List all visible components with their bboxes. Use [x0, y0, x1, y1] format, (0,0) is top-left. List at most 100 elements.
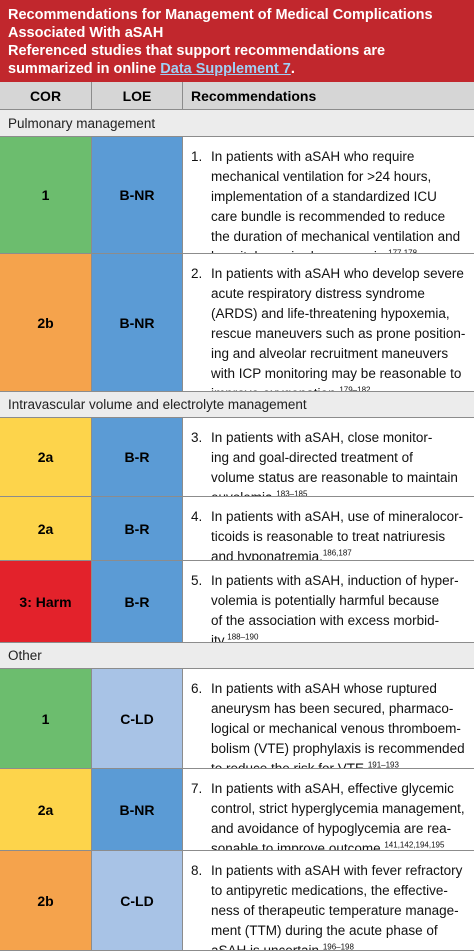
cor-cell: 2b [0, 851, 92, 950]
loe-cell: B-R [92, 418, 183, 496]
recommendation-number: 7. [191, 781, 203, 796]
section-title: Pulmonary management [0, 110, 474, 137]
title: Recommendations for Management of Medica… [8, 7, 433, 41]
reference: 179–182 [339, 385, 371, 391]
recommendation-text: In patients with aSAH, close monitor-ing… [211, 428, 458, 496]
recommendation-cell: 7. In patients with aSAH, effective glyce… [183, 769, 474, 850]
column-title: LOE [92, 82, 183, 109]
text-line: with ICP monitoring may be reasonable to [211, 366, 462, 381]
cor-cell: 1 [0, 137, 92, 253]
text-line: In patients with aSAH, use of mineraloco… [211, 509, 464, 524]
cor-cell: 1 [0, 669, 92, 768]
text-line: hospital-acquired pneumonia.177,178 [211, 247, 460, 253]
text-line-body: improve oxygenation. [211, 386, 339, 391]
text-line: and hyponatremia.186,187 [211, 547, 463, 560]
recommendation-number: 4. [191, 509, 203, 524]
text-line: the duration of mechanical ventilation a… [211, 229, 461, 244]
recommendation-row: 1 B-NR 1. In patients with aSAH who require… [0, 137, 474, 254]
recommendation-number: 2. [191, 266, 203, 281]
recommendation-cell: 6. In patients with aSAH whose ruptured an… [183, 669, 474, 768]
text-line: In patients with aSAH whose ruptured [211, 681, 437, 696]
column-header: COR LOE Recommendations [0, 82, 474, 110]
text-line: In patients with aSAH, effective glycemi… [211, 781, 454, 796]
loe-cell: B-NR [92, 137, 183, 253]
recommendation-text: In patients with aSAH, induction of hype… [211, 571, 459, 642]
recommendation-cell: 8. In patients with aSAH with fever refra… [183, 851, 474, 950]
text-line-body: and hyponatremia. [211, 549, 323, 560]
recommendation-row: 2b B-NR 2. In patients with aSAH who develo… [0, 254, 474, 392]
recommendation-cell: 2. In patients with aSAH who develop seve… [183, 254, 474, 391]
text-line: sonable to improve outcome.141,142,194,1… [211, 839, 465, 850]
recommendation-row: 3: Harm B-R 5. In patients with aSAH, induc… [0, 561, 474, 643]
text-line: improve oxygenation.179–182 [211, 384, 465, 391]
text-line: In patients with aSAH, close monitor- [211, 430, 433, 445]
text-line: acute respiratory distress syndrome [211, 286, 425, 301]
recommendation-text: In patients with aSAH who require mechani… [211, 147, 460, 253]
recommendation-text: In patients with aSAH, effective glycemi… [211, 779, 465, 850]
text-line-body: to reduce the risk for VTE. [211, 761, 368, 768]
text-line-body: hospital-acquired pneumonia. [211, 249, 388, 253]
recommendation-text: In patients with aSAH with fever refract… [211, 861, 462, 950]
recommendation-number: 1. [191, 149, 203, 164]
recommendation-cell: 1. In patients with aSAH who require mecha… [183, 137, 474, 253]
text-line: aSAH is uncertain.196–198 [211, 941, 462, 950]
recommendation-number: 6. [191, 681, 203, 696]
text-line-body: aSAH is uncertain. [211, 943, 323, 950]
reference: 186,187 [322, 548, 352, 558]
reference: 196–198 [322, 942, 354, 950]
text-line: aneurysm has been secured, pharmaco- [211, 701, 454, 716]
reference: 177,178 [388, 248, 418, 253]
text-line: care bundle is recommended to reduce [211, 209, 446, 224]
text-line: to reduce the risk for VTE.191–193 [211, 759, 465, 768]
subtitle-end: . [290, 61, 295, 77]
recommendation-row: 1 C-LD 6. In patients with aSAH whose ruptu… [0, 669, 474, 769]
recommendation-number: 3. [191, 430, 203, 445]
text-line: In patients with aSAH with fever refract… [211, 863, 463, 878]
text-line: In patients with aSAH who develop severe [211, 266, 464, 281]
text-line-body: euvolemia. [211, 490, 276, 496]
text-line-body: ity. [211, 633, 228, 642]
loe-cell: B-NR [92, 769, 183, 850]
text-line: volemia is potentially harmful because [211, 593, 440, 608]
table-body: Pulmonary management 1 B-NR 1. In patients w… [0, 110, 474, 951]
recommendation-text: In patients with aSAH, use of mineraloco… [211, 507, 463, 560]
text-line: bolism (VTE) prophylaxis is recommended [211, 741, 465, 756]
cor-cell: 2a [0, 418, 92, 496]
text-line: (ARDS) and life-threatening hypoxemia, [211, 306, 450, 321]
loe-cell: B-R [92, 561, 183, 642]
recommendation-row: 2a B-R 4. In patients with aSAH, use of min… [0, 497, 474, 561]
reference: 188–190 [227, 632, 259, 642]
text-line: ticoids is reasonable to treat natriures… [211, 529, 446, 544]
text-line: In patients with aSAH, induction of hype… [211, 573, 459, 588]
loe-cell: C-LD [92, 669, 183, 768]
text-line: ment (TTM) during the acute phase of [211, 923, 438, 938]
recommendation-cell: 4. In patients with aSAH, use of mineralo… [183, 497, 474, 560]
column-title: Recommendations [191, 87, 317, 104]
section-title: Intravascular volume and electrolyte man… [0, 392, 474, 418]
text-line: euvolemia.183–185 [211, 488, 458, 496]
text-line: logical or mechanical venous thromboem- [211, 721, 461, 736]
recommendation-cell: 3. In patients with aSAH, close monitor-i… [183, 418, 474, 496]
cor-cell: 2b [0, 254, 92, 391]
loe-cell: B-R [92, 497, 183, 560]
column-title: COR [0, 82, 92, 109]
text-line: volume status are reasonable to maintain [211, 470, 458, 485]
recommendation-row: 2a B-NR 7. In patients with aSAH, effective… [0, 769, 474, 851]
text-line: ity.188–190 [211, 631, 459, 642]
loe-cell: B-NR [92, 254, 183, 391]
recommendation-row: 2a B-R 3. In patients with aSAH, close moni… [0, 418, 474, 497]
recommendation-cell: 5. In patients with aSAH, induction of hy… [183, 561, 474, 642]
text-line: and avoidance of hypoglycemia are rea- [211, 821, 452, 836]
cor-cell: 2a [0, 497, 92, 560]
cor-cell: 2a [0, 769, 92, 850]
reference: 141,142,194,195 [384, 840, 445, 850]
text-line: In patients with aSAH who require [211, 149, 415, 164]
header: Recommendations for Management of Medica… [0, 0, 474, 82]
text-line: ness of therapeutic temperature manage- [211, 903, 459, 918]
supplement-link[interactable]: Data Supplement 7 [160, 61, 291, 77]
recommendation-number: 5. [191, 573, 203, 588]
text-line: of the association with excess morbid- [211, 613, 440, 628]
text-line: to antipyretic medications, the effectiv… [211, 883, 448, 898]
text-line: ing and goal-directed treatment of [211, 450, 413, 465]
